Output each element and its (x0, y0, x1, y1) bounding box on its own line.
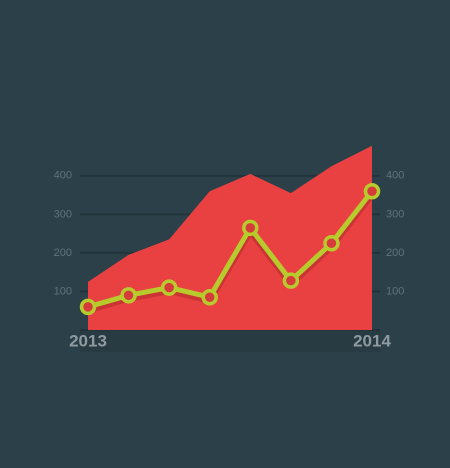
point (120, 287, 137, 304)
point (363, 183, 381, 200)
area (88, 145, 372, 330)
x-tick-label: 2014 (353, 331, 391, 350)
y-tick-label: 400 (54, 170, 72, 182)
point (201, 288, 218, 306)
x-tick-label: 2013 (69, 331, 107, 350)
y2-tick-label: 100 (386, 285, 404, 297)
axis-shadow (80, 330, 380, 352)
y2-tick-label: 300 (386, 208, 404, 220)
y2-tick-label: 400 (386, 170, 404, 182)
y-tick-label: 100 (54, 285, 72, 297)
point (282, 272, 300, 289)
point (242, 219, 259, 237)
y2-tick-label: 200 (386, 247, 404, 259)
y-tick-label: 300 (54, 208, 72, 220)
y-tick-label: 200 (54, 247, 72, 259)
point (160, 279, 178, 296)
plot (79, 145, 381, 330)
labels: 100 200 300 400 100 200 300 400 2013 2014 (54, 170, 405, 351)
point (79, 298, 97, 316)
point (323, 235, 340, 252)
